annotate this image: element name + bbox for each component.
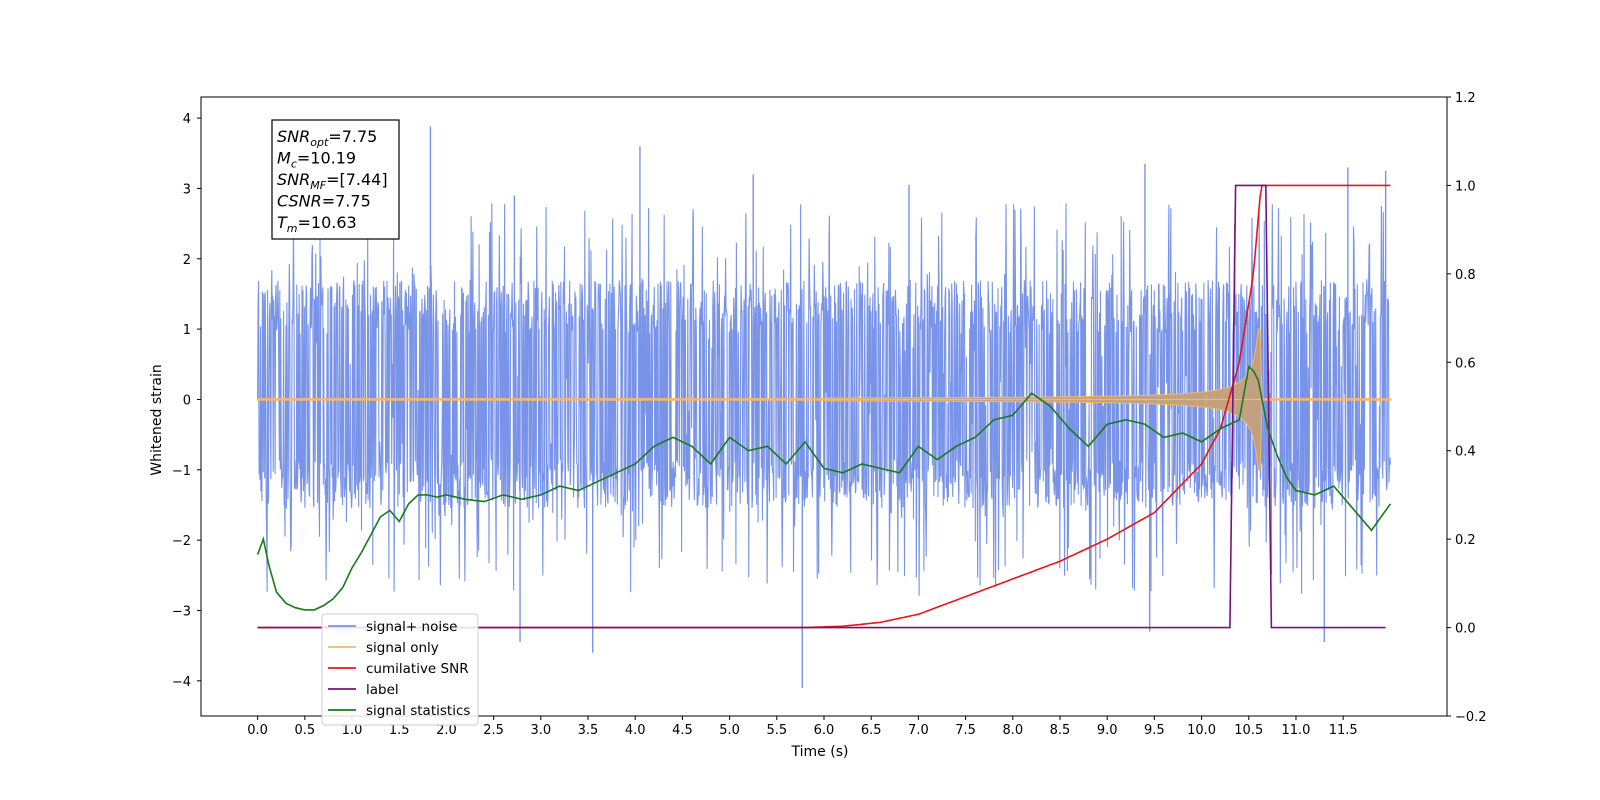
x-tick-label: 5.0 xyxy=(719,723,740,738)
x-tick-label: 4.5 xyxy=(672,723,693,738)
legend-frame xyxy=(321,613,479,726)
y2-tick-label: 0.0 xyxy=(1455,622,1476,637)
parameter-annotation-box: SNRopt=7.75Mc=10.19SNRMF=[7.44]CSNR=7.75… xyxy=(271,119,400,240)
legend-label: cumilative SNR xyxy=(366,661,469,677)
x-tick-label: 1.5 xyxy=(389,723,410,738)
x-tick-label: 7.5 xyxy=(955,723,976,738)
x-tick-label: 9.5 xyxy=(1144,723,1165,738)
x-tick-label: 10.5 xyxy=(1234,723,1263,738)
y-axis-left: 4 3 2 1 0 −1 −2 −3 −4 xyxy=(172,112,201,690)
legend: signal+ noise signal only cumilative SNR la… xyxy=(321,613,479,726)
y-axis-right: 1.2 1.0 0.8 0.6 0.4 0.2 0.0 −0.2 xyxy=(1447,91,1487,725)
x-tick-label: 1.0 xyxy=(342,723,363,738)
annotation-line: CSNR=7.75 xyxy=(277,192,371,211)
y2-tick-label: 1.2 xyxy=(1455,91,1476,106)
x-tick-label: 6.5 xyxy=(861,723,882,738)
annotation-frame xyxy=(271,119,400,240)
x-tick-label: 10.0 xyxy=(1187,723,1216,738)
annotation-line: SNRMF=[7.44] xyxy=(277,170,388,192)
x-tick-label: 0.0 xyxy=(247,723,268,738)
x-tick-label: 8.0 xyxy=(1002,723,1023,738)
legend-label: signal statistics xyxy=(366,703,470,719)
legend-label: signal only xyxy=(366,640,439,656)
x-tick-label: 7.0 xyxy=(908,723,929,738)
x-tick-label: 11.5 xyxy=(1329,723,1358,738)
x-tick-label: 5.5 xyxy=(766,723,787,738)
x-tick-label: 2.0 xyxy=(436,723,457,738)
x-tick-label: 4.0 xyxy=(625,723,646,738)
y2-tick-label: 0.8 xyxy=(1455,268,1476,283)
annotation-line: SNRopt=7.75 xyxy=(277,127,377,149)
series-label xyxy=(257,184,1386,629)
y-tick-label: 2 xyxy=(183,253,191,268)
y2-tick-label: 0.4 xyxy=(1455,445,1476,460)
series-signal-statistics xyxy=(256,365,1392,611)
y-tick-label: 0 xyxy=(183,393,191,408)
x-tick-label: 8.5 xyxy=(1050,723,1071,738)
y-tick-label: 3 xyxy=(183,182,191,197)
x-tick-label: 2.5 xyxy=(483,723,504,738)
y-axis-label: Whitened strain xyxy=(149,364,165,475)
legend-label: label xyxy=(366,682,399,698)
x-tick-label: 6.0 xyxy=(814,723,835,738)
x-tick-label: 0.5 xyxy=(294,723,315,738)
plot-area xyxy=(256,126,1392,688)
x-tick-label: 9.0 xyxy=(1097,723,1118,738)
legend-label: signal+ noise xyxy=(366,619,457,635)
x-axis-label: Time (s) xyxy=(791,744,849,760)
annotation-line: Mc=10.19 xyxy=(277,149,356,171)
y-tick-label: 1 xyxy=(183,323,191,338)
y-tick-label: −1 xyxy=(172,464,191,479)
y-tick-label: −2 xyxy=(172,534,191,549)
y-tick-label: 4 xyxy=(183,112,191,127)
x-tick-label: 11.0 xyxy=(1281,723,1310,738)
y2-tick-label: 0.2 xyxy=(1455,533,1476,548)
y2-tick-label: 1.0 xyxy=(1455,179,1476,194)
annotation-line: Tm=10.63 xyxy=(277,213,357,235)
x-axis: 0.0 0.5 1.0 1.5 2.0 2.5 3.0 3.5 4.0 4.5 5.0 5.5 6.0 6… xyxy=(247,716,1358,738)
x-tick-label: 3.5 xyxy=(578,723,599,738)
y-tick-label: −4 xyxy=(172,675,191,690)
y-tick-label: −3 xyxy=(172,604,191,619)
y2-tick-label: −0.2 xyxy=(1455,710,1487,725)
x-tick-label: 3.0 xyxy=(530,723,551,738)
y2-tick-label: 0.6 xyxy=(1455,356,1476,371)
